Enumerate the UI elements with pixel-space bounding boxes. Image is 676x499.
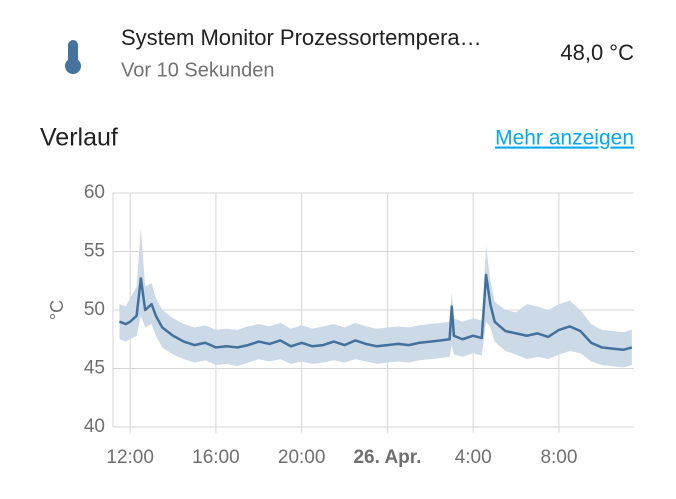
y-tick-label: 50 (84, 299, 105, 320)
entity-state: 48,0 °C (560, 40, 634, 65)
min-max-band (119, 228, 632, 368)
y-tick-label: 40 (84, 416, 105, 437)
more-link[interactable]: Mehr anzeigen (495, 127, 634, 150)
x-tick-label: 4:00 (455, 447, 492, 468)
x-tick-label: 16:00 (192, 447, 240, 468)
y-tick-label: 45 (84, 358, 105, 379)
y-tick-label: 55 (84, 241, 105, 262)
x-tick-label: 8:00 (540, 447, 577, 468)
x-tick-label: 20:00 (278, 447, 326, 468)
last-changed: Vor 10 Sekunden (121, 59, 274, 81)
y-axis-label: °C (47, 300, 67, 320)
entity-name: System Monitor Prozessortempera… (121, 25, 482, 50)
temperature-line (119, 273, 633, 352)
thermometer-icon (65, 40, 81, 74)
x-tick-label: 26. Apr. (353, 447, 421, 468)
history-title: Verlauf (40, 124, 118, 152)
y-tick-label: 60 (84, 182, 105, 203)
x-tick-label: 12:00 (106, 447, 154, 468)
